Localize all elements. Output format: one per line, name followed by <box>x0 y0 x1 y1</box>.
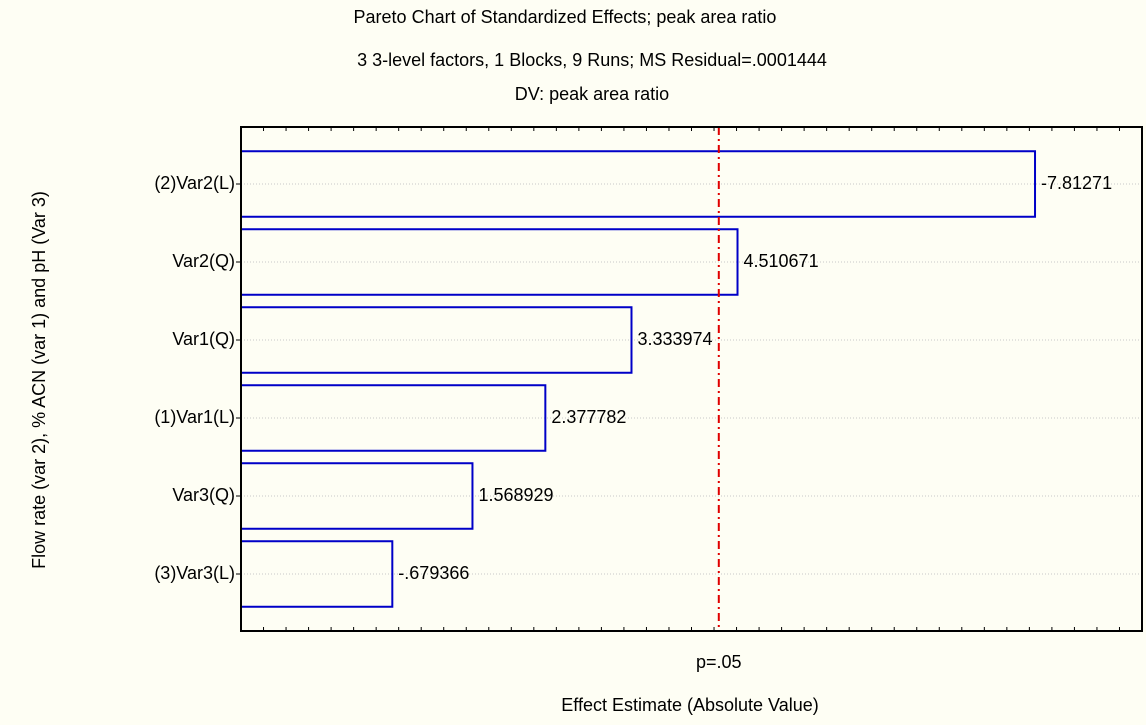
bar <box>240 150 1037 218</box>
value-label: -7.81271 <box>1041 173 1112 193</box>
reference-label: p=.05 <box>696 652 742 672</box>
y-tick-label: (1)Var1(L) <box>154 407 235 427</box>
y-axis-label: Flow rate (var 2), % ACN (var 1) and pH … <box>29 191 49 569</box>
y-tick-label: Var2(Q) <box>172 251 235 271</box>
value-label: 3.333974 <box>637 329 712 349</box>
chart-subtitle: DV: peak area ratio <box>515 84 669 104</box>
y-tick-label: (3)Var3(L) <box>154 563 235 583</box>
value-label: 2.377782 <box>551 407 626 427</box>
value-label: -.679366 <box>398 563 469 583</box>
bar <box>240 228 739 296</box>
chart-title: Pareto Chart of Standardized Effects; pe… <box>354 7 777 27</box>
x-axis-label: Effect Estimate (Absolute Value) <box>561 695 818 715</box>
chart-subtitle: 3 3-level factors, 1 Blocks, 9 Runs; MS … <box>357 50 827 70</box>
value-label: 1.568929 <box>478 485 553 505</box>
y-tick-label: Var3(Q) <box>172 485 235 505</box>
plot-frame <box>240 126 1143 632</box>
value-label: 4.510671 <box>744 251 819 271</box>
bar <box>240 462 474 530</box>
y-tick-label: (2)Var2(L) <box>154 173 235 193</box>
y-tick-label: Var1(Q) <box>172 329 235 349</box>
